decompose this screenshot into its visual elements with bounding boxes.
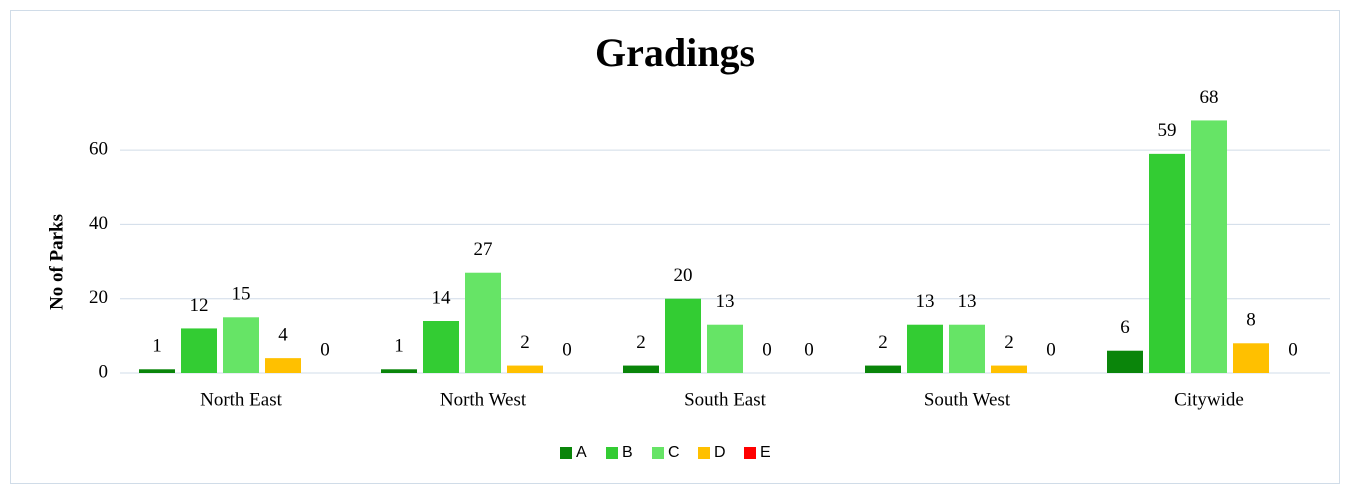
data-label: 2 — [1004, 332, 1014, 353]
data-label: 0 — [762, 339, 772, 360]
legend-swatch — [744, 447, 756, 459]
y-tick-label: 60 — [89, 139, 108, 160]
bar — [265, 358, 301, 373]
data-label: 0 — [1046, 339, 1056, 360]
bar — [707, 324, 743, 373]
data-label: 2 — [520, 332, 530, 353]
bar — [507, 365, 543, 373]
chart-border — [10, 10, 1340, 484]
x-tick-label: North East — [200, 389, 283, 410]
data-label: 1 — [394, 336, 404, 357]
data-label: 27 — [474, 239, 493, 260]
data-label: 6 — [1120, 317, 1130, 338]
bar — [949, 324, 985, 373]
legend-swatch — [606, 447, 618, 459]
bar — [1107, 350, 1143, 373]
bar — [1149, 153, 1185, 373]
legend-swatch — [698, 447, 710, 459]
y-tick-label: 20 — [89, 287, 108, 308]
legend-swatch — [560, 447, 572, 459]
data-label: 0 — [804, 339, 814, 360]
data-label: 4 — [278, 325, 288, 346]
bar — [465, 272, 501, 373]
y-axis-title: No of Parks — [46, 214, 67, 310]
bar — [139, 369, 175, 373]
data-label: 20 — [674, 265, 693, 286]
bar — [865, 365, 901, 373]
data-label: 12 — [190, 295, 209, 316]
bar — [991, 365, 1027, 373]
bar — [1233, 343, 1269, 373]
bar — [423, 321, 459, 373]
data-label: 2 — [636, 332, 646, 353]
bar — [1191, 120, 1227, 373]
bar — [181, 328, 217, 373]
legend-label: C — [668, 444, 680, 461]
data-label: 2 — [878, 332, 888, 353]
data-label: 13 — [716, 291, 735, 312]
bar — [665, 298, 701, 373]
data-label: 0 — [562, 339, 572, 360]
x-tick-label: South West — [924, 389, 1011, 410]
chart-title: Gradings — [595, 30, 755, 75]
data-label: 14 — [432, 287, 452, 308]
x-tick-label: South East — [684, 389, 767, 410]
x-tick-label: Citywide — [1174, 389, 1244, 410]
legend-label: A — [576, 444, 587, 461]
y-tick-label: 0 — [99, 361, 109, 382]
data-label: 0 — [1288, 339, 1298, 360]
legend-label: B — [622, 444, 633, 461]
data-label: 15 — [232, 284, 251, 305]
bar — [623, 365, 659, 373]
data-label: 0 — [320, 339, 330, 360]
legend-swatch — [652, 447, 664, 459]
legend-label: D — [714, 444, 726, 461]
y-tick-label: 40 — [89, 213, 108, 234]
data-label: 13 — [916, 291, 935, 312]
data-label: 59 — [1158, 120, 1177, 141]
bar — [223, 317, 259, 373]
legend: A B C D E — [560, 444, 771, 461]
legend-label: E — [760, 444, 771, 461]
x-tick-label: North West — [440, 389, 527, 410]
bar — [907, 324, 943, 373]
data-label: 68 — [1200, 87, 1219, 108]
data-label: 8 — [1246, 310, 1256, 331]
data-label: 13 — [958, 291, 977, 312]
data-label: 1 — [152, 336, 162, 357]
bar — [381, 369, 417, 373]
